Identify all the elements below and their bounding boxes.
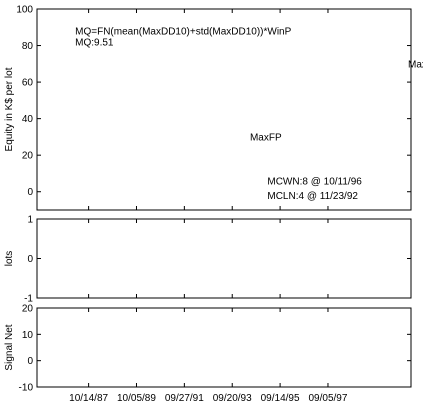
equity-annotation-mq: MQ:9.51 (75, 38, 114, 49)
equity-y-axis-label: Equity in K$ per lot (4, 67, 15, 151)
y-tick-label-1: 20 (22, 151, 34, 162)
y-tick-label-1: 0 (27, 254, 33, 265)
y-tick-label-3: 60 (22, 78, 34, 89)
signal-net-y-axis-label: Signal Net (4, 324, 15, 370)
x-tick-label-5: 09/05/97 (309, 393, 348, 404)
equity-annotation-mcln: MCLN:4 @ 11/23/92 (267, 191, 358, 202)
y-tick-label-0: -1 (24, 294, 33, 305)
signal-net-y-ticks: -10 0 10 20 (19, 304, 411, 394)
lots-panel: -1 0 1 lots (4, 215, 412, 305)
equity-panel: 0 20 40 60 80 100 Equity in K$ per lot MQ=FN(… (4, 5, 423, 211)
equity-annotation-mcwn: MCWN:8 @ 10/11/96 (267, 176, 362, 187)
x-tick-label-4: 09/14/95 (261, 393, 300, 404)
y-tick-label-3: 20 (22, 304, 34, 315)
y-tick-label-2: 1 (27, 215, 33, 226)
lots-plot-frame (36, 218, 412, 299)
lots-x-ticks (88, 219, 329, 298)
equity-plot-frame (36, 8, 412, 211)
y-tick-label-1: 0 (27, 356, 33, 367)
x-tick-label-3: 09/20/93 (213, 393, 252, 404)
x-tick-label-1: 10/05/89 (117, 393, 156, 404)
y-tick-label-0: -10 (19, 383, 34, 394)
lots-y-axis-label: lots (4, 251, 15, 267)
y-tick-label-4: 80 (22, 41, 34, 52)
equity-marker-label-maxfp: MaxFP (250, 132, 282, 143)
equity-annotation-formula: MQ=FN(mean(MaxDD10)+std(MaxDD10))*WinP (75, 27, 291, 38)
signal-net-panel: -10 0 10 20 10/14/87 10/05/89 09/27/91 09/20/9… (4, 304, 412, 404)
x-tick-label-0: 10/14/87 (69, 393, 108, 404)
equity-x-ticks (88, 9, 329, 210)
equity-marker-label-max: Max (408, 59, 423, 70)
y-tick-label-2: 40 (22, 114, 34, 125)
lots-y-ticks: -1 0 1 (24, 215, 411, 305)
x-tick-label-2: 09/27/91 (165, 393, 204, 404)
y-tick-label-0: 0 (27, 187, 33, 198)
y-tick-label-5: 100 (16, 5, 33, 16)
signal-net-plot-frame (36, 307, 412, 388)
y-tick-label-2: 10 (22, 330, 34, 341)
signal-net-x-ticks: 10/14/87 10/05/89 09/27/91 09/20/93 09/14/95… (69, 308, 348, 404)
equity-y-ticks: 0 20 40 60 80 100 (16, 5, 411, 198)
